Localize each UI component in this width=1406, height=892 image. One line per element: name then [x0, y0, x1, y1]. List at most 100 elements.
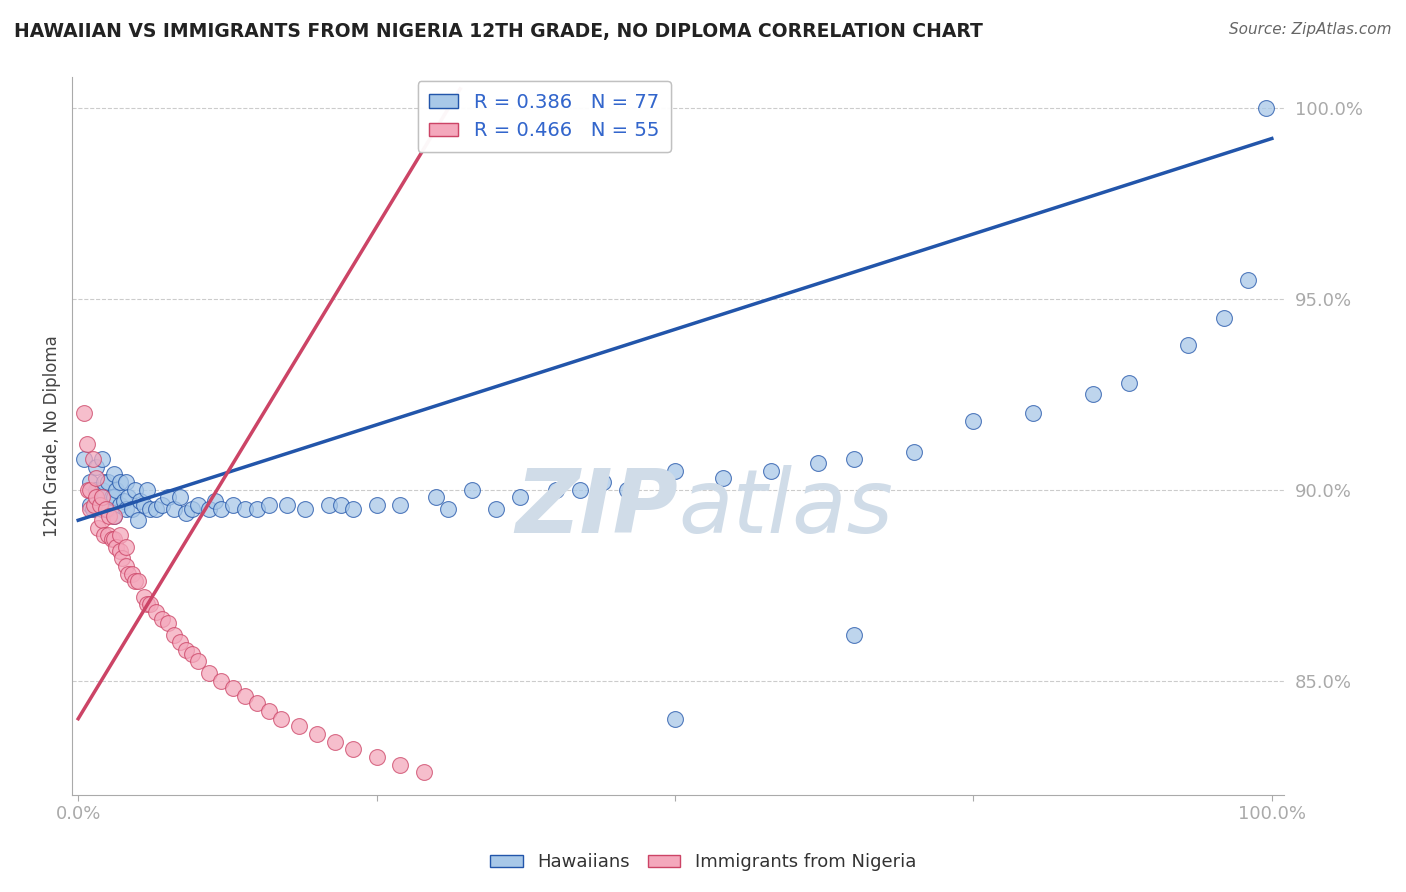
Point	[79, 498, 101, 512]
Point	[93, 475, 115, 489]
Point	[139, 501, 162, 516]
Point	[103, 509, 125, 524]
Point	[100, 533, 122, 547]
Point	[174, 643, 197, 657]
Point	[127, 513, 149, 527]
Point	[108, 498, 131, 512]
Point	[103, 533, 125, 547]
Point	[111, 551, 134, 566]
Point	[100, 491, 122, 505]
Point	[89, 498, 111, 512]
Point	[270, 712, 292, 726]
Point	[136, 483, 159, 497]
Point	[115, 559, 138, 574]
Point	[366, 498, 388, 512]
Point	[115, 501, 138, 516]
Point	[79, 501, 101, 516]
Point	[105, 540, 128, 554]
Point	[198, 501, 221, 516]
Point	[616, 483, 638, 497]
Point	[222, 498, 245, 512]
Point	[842, 628, 865, 642]
Point	[294, 501, 316, 516]
Point	[145, 605, 167, 619]
Point	[1237, 273, 1260, 287]
Point	[91, 491, 114, 505]
Point	[84, 491, 107, 505]
Point	[97, 528, 120, 542]
Point	[82, 452, 104, 467]
Point	[425, 491, 447, 505]
Point	[389, 757, 412, 772]
Point	[1254, 101, 1277, 115]
Point	[318, 498, 340, 512]
Point	[568, 483, 591, 497]
Text: atlas: atlas	[678, 465, 893, 551]
Point	[127, 574, 149, 589]
Point	[93, 528, 115, 542]
Point	[121, 566, 143, 581]
Point	[163, 628, 186, 642]
Point	[592, 475, 614, 489]
Point	[174, 506, 197, 520]
Point	[91, 483, 114, 497]
Point	[288, 719, 311, 733]
Point	[115, 540, 138, 554]
Point	[103, 509, 125, 524]
Point	[169, 635, 191, 649]
Point	[94, 501, 117, 516]
Text: HAWAIIAN VS IMMIGRANTS FROM NIGERIA 12TH GRADE, NO DIPLOMA CORRELATION CHART: HAWAIIAN VS IMMIGRANTS FROM NIGERIA 12TH…	[14, 22, 983, 41]
Point	[103, 467, 125, 482]
Point	[163, 501, 186, 516]
Point	[209, 501, 232, 516]
Point	[124, 574, 146, 589]
Legend: Hawaiians, Immigrants from Nigeria: Hawaiians, Immigrants from Nigeria	[482, 847, 924, 879]
Y-axis label: 12th Grade, No Diploma: 12th Grade, No Diploma	[44, 335, 60, 537]
Point	[187, 655, 209, 669]
Point	[82, 501, 104, 516]
Point	[366, 750, 388, 764]
Point	[87, 521, 110, 535]
Point	[132, 590, 155, 604]
Point	[103, 491, 125, 505]
Point	[73, 452, 96, 467]
Point	[807, 456, 830, 470]
Point	[204, 494, 226, 508]
Point	[108, 528, 131, 542]
Point	[136, 597, 159, 611]
Point	[97, 501, 120, 516]
Point	[117, 566, 139, 581]
Point	[76, 437, 98, 451]
Point	[124, 483, 146, 497]
Point	[121, 501, 143, 516]
Point	[97, 475, 120, 489]
Point	[437, 501, 460, 516]
Point	[233, 501, 256, 516]
Point	[76, 483, 98, 497]
Point	[91, 452, 114, 467]
Point	[150, 498, 173, 512]
Point	[711, 471, 734, 485]
Point	[323, 734, 346, 748]
Point	[108, 543, 131, 558]
Point	[84, 471, 107, 485]
Point	[1118, 376, 1140, 390]
Point	[112, 494, 135, 508]
Point	[108, 475, 131, 489]
Point	[1213, 310, 1236, 325]
Point	[169, 491, 191, 505]
Text: ZIP: ZIP	[515, 465, 678, 551]
Point	[257, 498, 280, 512]
Point	[83, 498, 105, 512]
Point	[79, 475, 101, 489]
Point	[180, 501, 202, 516]
Point	[145, 501, 167, 516]
Point	[180, 647, 202, 661]
Point	[129, 494, 152, 508]
Point	[389, 498, 412, 512]
Point	[209, 673, 232, 688]
Point	[98, 509, 121, 524]
Point	[485, 501, 508, 516]
Point	[156, 491, 179, 505]
Point	[842, 452, 865, 467]
